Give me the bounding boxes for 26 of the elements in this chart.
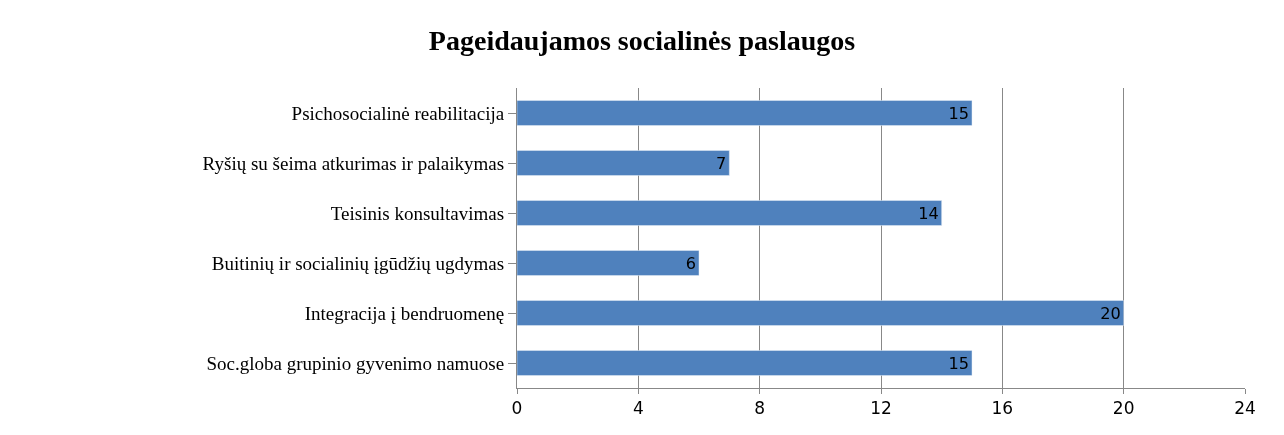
bar	[517, 250, 700, 276]
bar	[517, 200, 942, 226]
data-label: 15	[948, 353, 969, 373]
x-tick-label: 20	[1112, 398, 1135, 419]
bar	[517, 350, 973, 376]
chart-title: Pageidaujamos socialinės paslaugos	[428, 25, 856, 57]
bar	[517, 100, 973, 126]
bar	[517, 300, 1124, 326]
y-tick-label: Buitinių ir socialinių įgūdžių ugdymas	[211, 252, 505, 274]
data-label: 20	[1100, 303, 1121, 323]
data-label: 6	[685, 253, 696, 273]
x-tick-label: 16	[991, 398, 1014, 419]
data-label: 7	[716, 153, 727, 173]
x-tick-label: 4	[632, 398, 644, 419]
y-tick-label: Teisinis konsultavimas	[330, 202, 505, 224]
data-label: 14	[918, 203, 939, 223]
x-tick-label: 0	[511, 398, 523, 419]
data-label: 15	[948, 103, 969, 123]
x-tick-label: 24	[1234, 398, 1256, 419]
y-tick-label: Psichosocialinė reabilitacija	[291, 102, 505, 124]
y-tick-label: Integracija į bendruomenę	[304, 302, 505, 324]
y-tick-label: Ryšių su šeima atkurimas ir palaikymas	[202, 152, 505, 174]
bar	[517, 150, 730, 176]
y-tick-label: Soc.globa grupinio gyvenimo namuose	[206, 352, 505, 374]
x-tick-label: 12	[870, 398, 892, 419]
x-tick-label: 8	[754, 398, 766, 419]
